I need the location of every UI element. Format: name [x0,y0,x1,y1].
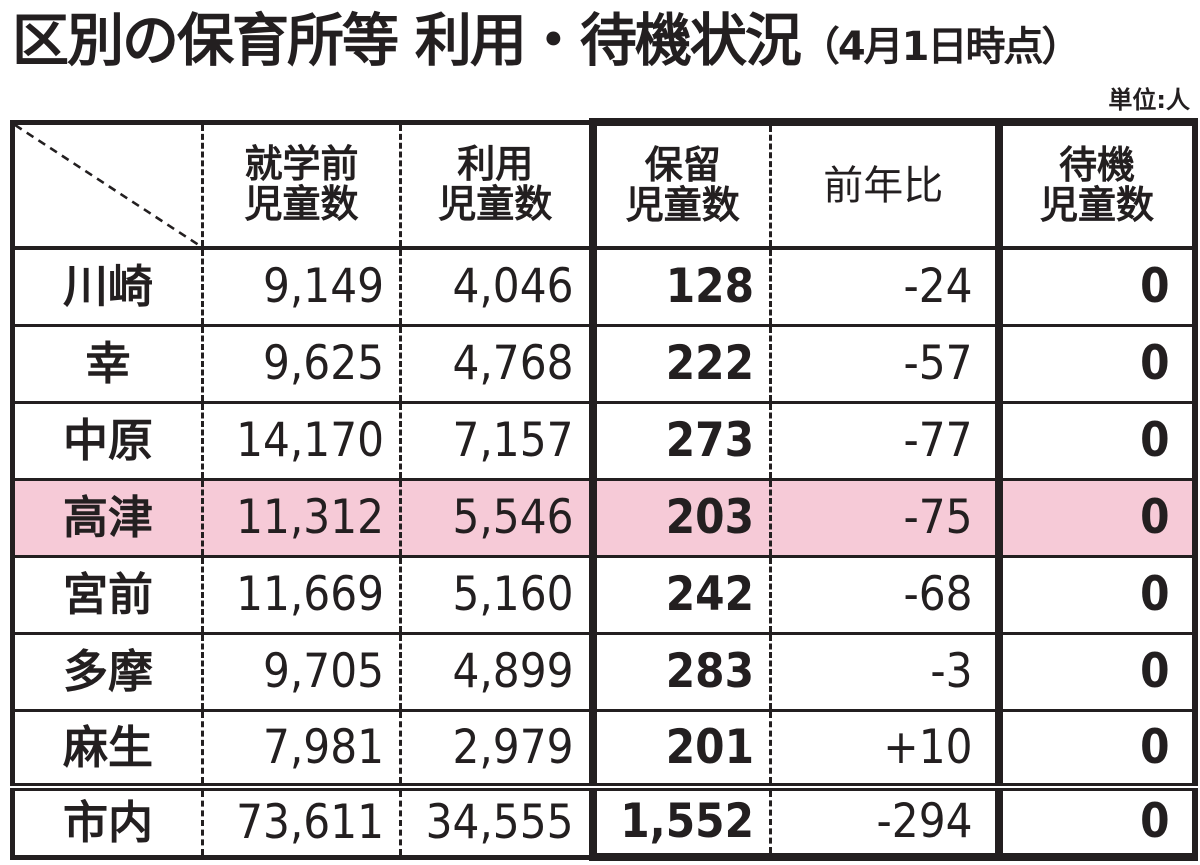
using-count: 4,899 [399,633,593,712]
table-row-saiwai: 幸 9,625 4,768 222 -57 0 [10,325,1198,404]
unit-note: 単位:人 [1108,86,1190,114]
col-header-using-children: 利用 児童数 [399,119,593,250]
using-count: 7,157 [399,402,593,481]
table-row-takatsu-highlighted: 高津 11,312 5,546 203 -75 0 [10,479,1198,558]
preschool-count: 73,611 [201,783,401,860]
using-count: 4,768 [399,325,593,404]
yoy-change: -68 [769,556,999,635]
table-row-city-total: 市内 73,611 34,555 1,552 -294 0 [10,783,1198,861]
col-header-year-over-year: 前年比 [769,118,999,250]
yoy-change: +10 [769,710,999,789]
preschool-count: 11,669 [201,556,401,635]
yoy-change: -75 [769,479,999,558]
preschool-count: 14,170 [201,402,401,481]
diagonal-divider-line [15,125,201,247]
corner-cell [10,119,203,250]
yoy-change: -294 [769,783,999,861]
table-row-asao: 麻生 7,981 2,979 201 +10 0 [10,710,1198,789]
waiting-count: 0 [994,710,1198,789]
yoy-change: -24 [769,248,999,327]
preschool-count: 7,981 [201,710,401,789]
ward-childcare-table: 就学前 児童数 利用 児童数 保留 児童数 前年比 待機 児童数 川崎 9,14… [10,118,1198,861]
waiting-count: 0 [994,556,1198,635]
preschool-count: 9,705 [201,633,401,712]
pending-count: 273 [588,402,771,481]
header-row: 就学前 児童数 利用 児童数 保留 児童数 前年比 待機 児童数 [10,118,1198,250]
ward-name: 中原 [10,402,203,481]
preschool-count: 9,149 [201,248,401,327]
using-count: 2,979 [399,710,593,789]
ward-name: 高津 [10,479,203,558]
ward-name: 市内 [10,783,203,860]
waiting-count: 0 [994,248,1198,327]
title-text: 区別の保育所等 利用・待機状況 [12,8,802,74]
ward-name: 多摩 [10,633,203,712]
title-date-note: （4月1日時点） [799,24,1082,70]
pending-count: 1,552 [588,783,771,861]
yoy-change: -77 [769,402,999,481]
using-count: 5,160 [399,556,593,635]
table-row-kawasaki: 川崎 9,149 4,046 128 -24 0 [10,248,1198,327]
pending-count: 222 [588,325,771,404]
col-header-preschool-children: 就学前 児童数 [201,119,401,250]
waiting-count: 0 [994,402,1198,481]
using-count: 4,046 [399,248,593,327]
pending-count: 201 [588,710,771,789]
col-header-pending-children: 保留 児童数 [588,118,771,250]
using-count: 34,555 [399,783,593,860]
waiting-count: 0 [994,633,1198,712]
table-row-miyamae: 宮前 11,669 5,160 242 -68 0 [10,556,1198,635]
preschool-count: 11,312 [201,479,401,558]
table-row-nakahara: 中原 14,170 7,157 273 -77 0 [10,402,1198,481]
waiting-count: 0 [994,783,1198,861]
yoy-change: -3 [769,633,999,712]
waiting-count: 0 [994,325,1198,404]
using-count: 5,546 [399,479,593,558]
ward-name: 幸 [10,325,203,404]
pending-count: 242 [588,556,771,635]
ward-name: 川崎 [10,248,203,327]
ward-name: 宮前 [10,556,203,635]
pending-count: 283 [588,633,771,712]
yoy-change: -57 [769,325,999,404]
pending-count: 128 [588,248,771,327]
ward-name: 麻生 [10,710,203,789]
page-title: 区別の保育所等 利用・待機状況（4月1日時点） [12,2,1192,80]
table-row-tama: 多摩 9,705 4,899 283 -3 0 [10,633,1198,712]
waiting-count: 0 [994,479,1198,558]
pending-count: 203 [588,479,771,558]
preschool-count: 9,625 [201,325,401,404]
col-header-waiting-children: 待機 児童数 [994,118,1198,250]
